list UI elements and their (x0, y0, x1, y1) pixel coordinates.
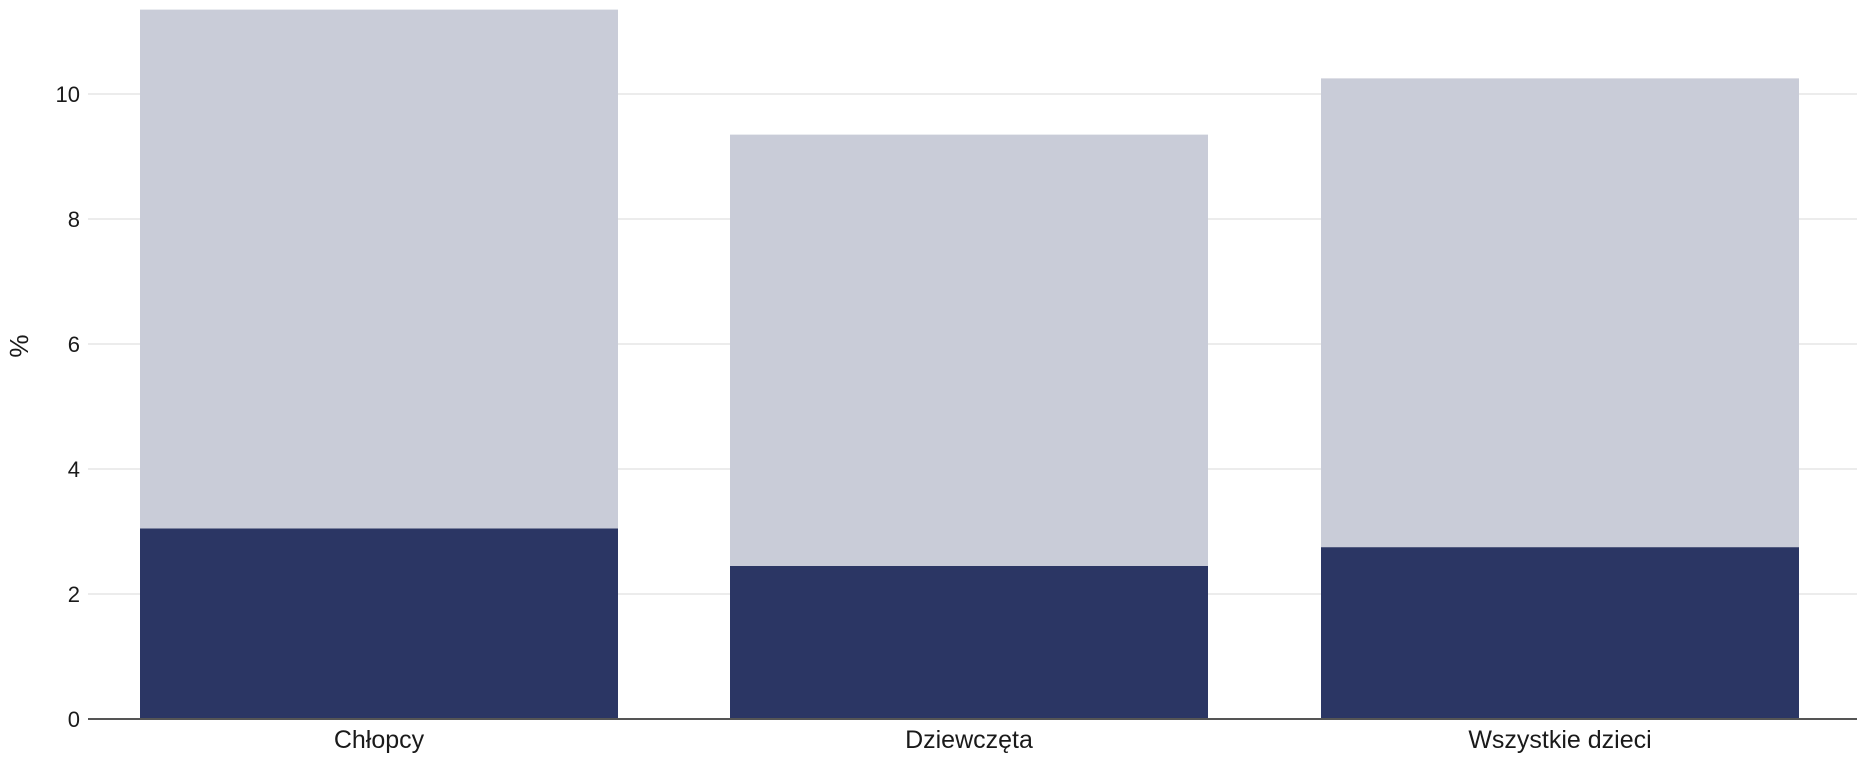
bars (140, 9, 1799, 719)
y-tick-label: 8 (68, 207, 80, 232)
bar-segment (1321, 547, 1799, 719)
bar-segment (1321, 78, 1799, 548)
y-axis-title: % (4, 334, 34, 357)
y-tick-label: 10 (56, 82, 80, 107)
x-category-label: Dziewczęta (905, 726, 1033, 754)
x-axis-labels: Chłopcy Dziewczęta Wszystkie dzieci (334, 726, 1652, 754)
bar-segment (730, 134, 1208, 566)
bar-segment (730, 565, 1208, 719)
bar-segment (140, 528, 618, 719)
y-tick-label: 0 (68, 707, 80, 732)
bar-segment (140, 9, 618, 529)
x-category-label: Chłopcy (334, 726, 425, 754)
x-category-label: Wszystkie dzieci (1468, 726, 1651, 754)
y-axis-ticks: 0 2 4 6 8 10 (56, 82, 80, 732)
y-tick-label: 6 (68, 332, 80, 357)
y-tick-label: 4 (68, 457, 80, 482)
y-tick-label: 2 (68, 582, 80, 607)
